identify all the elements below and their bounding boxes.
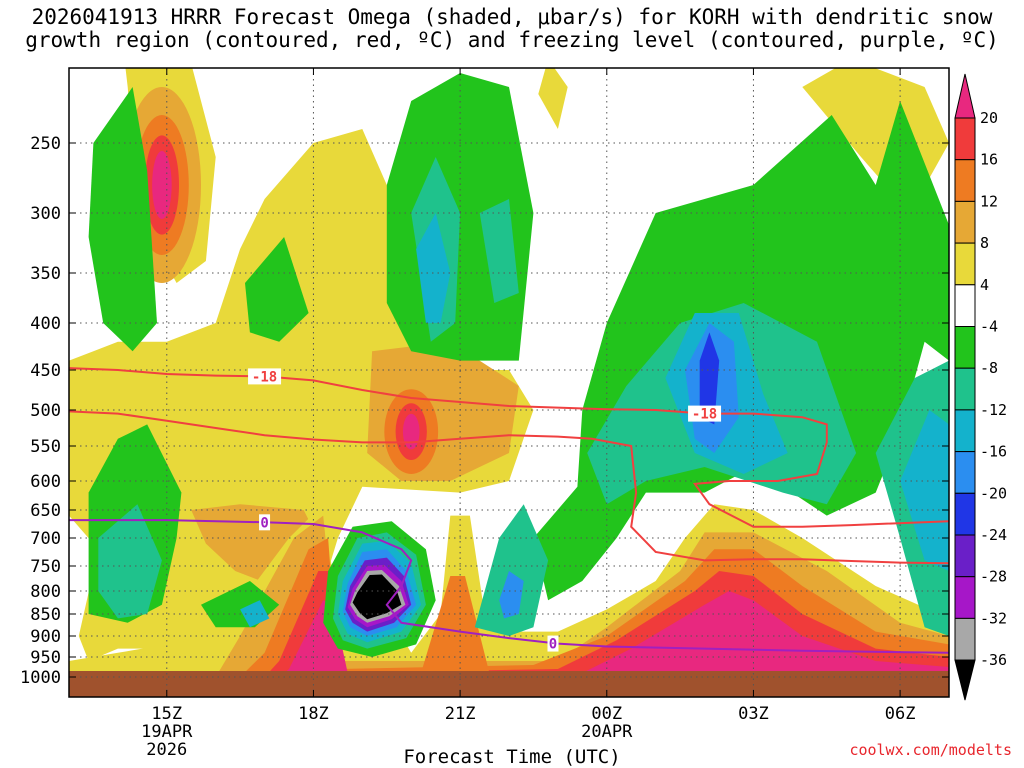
omega-max-upper-20 [152, 151, 172, 219]
grid-lines [69, 68, 949, 697]
contour-label-bg [547, 635, 559, 652]
colorbar-swatch [954, 409, 976, 453]
omega-rise-lower-20 [279, 591, 949, 677]
y-tick-label: 300 [30, 204, 61, 224]
colorbar-label: 20 [980, 109, 998, 127]
omega-sink-right-20 [699, 332, 720, 425]
omega-sink-column-8 [474, 504, 549, 636]
pressure-axis: 2503003504004505005506006507007508008509… [20, 134, 949, 688]
omega-sink-farright-12 [900, 410, 949, 571]
y-tick-label: 800 [30, 582, 61, 602]
y-tick-label: 700 [30, 529, 61, 549]
colorbar-label: -8 [980, 359, 998, 377]
y-tick-label: 850 [30, 605, 61, 625]
contour-label: 0 [260, 515, 268, 531]
colorbar-swatch [954, 117, 976, 161]
x-date-label: 19APR [141, 722, 193, 742]
title-line-2: growth region (contoured, red, ºC) and f… [25, 28, 999, 52]
colorbar-label: -24 [980, 526, 1007, 544]
colorbar-swatch [954, 242, 976, 286]
colorbar-label: 16 [980, 151, 998, 169]
omega-max-mid-20 [402, 413, 420, 450]
chart-title: 2026041913 HRRR Forecast Omega (shaded, … [0, 6, 1024, 52]
colorbar-label: -28 [980, 568, 1007, 586]
colorbar-swatch [954, 659, 976, 701]
y-tick-label: 1000 [20, 668, 61, 688]
contour-label: -18 [692, 407, 717, 423]
omega-sink-upper-12 [416, 213, 451, 323]
omega-sink-small-12 [240, 600, 270, 628]
temperature-contours: -18 -18 0 0 [69, 367, 949, 654]
y-tick-label: 650 [30, 501, 61, 521]
omega-sink-upperleft-4 [88, 87, 157, 352]
contour-label-bg [248, 368, 282, 385]
contour-label: 0 [549, 637, 557, 653]
ground-surface [69, 671, 949, 697]
omega-sink-upper-8b [479, 199, 519, 303]
y-tick-label: 500 [30, 401, 61, 421]
y-tick-label: 350 [30, 264, 61, 284]
y-tick-label: 550 [30, 437, 61, 457]
y-tick-label: 950 [30, 648, 61, 668]
colorbar-swatch [954, 326, 976, 369]
colorbar-swatch [954, 617, 976, 661]
colorbar-swatch [954, 492, 976, 536]
x-tick-label: 03Z [738, 704, 769, 724]
contour-line [69, 519, 949, 654]
y-tick-label: 400 [30, 314, 61, 334]
credit-text[interactable]: coolwx.com/modelts [849, 741, 1012, 759]
colorbar-label: 12 [980, 192, 998, 210]
colorbar-swatch [954, 73, 976, 119]
colorbar-swatch [954, 159, 976, 202]
omega-rise-left-4 [69, 129, 534, 661]
colorbar-label: -16 [980, 443, 1007, 461]
omega-sink-column-16 [499, 571, 524, 619]
contour-label: -18 [252, 369, 277, 385]
plot-frame [68, 67, 950, 698]
contour-line [69, 410, 949, 565]
colorbar-label: 8 [980, 234, 989, 252]
y-tick-label: 600 [30, 472, 61, 492]
contour-label-bg [688, 405, 722, 422]
x-date-label: 20APR [581, 722, 633, 742]
y-tick-label: 900 [30, 627, 61, 647]
omega-sink-blob-4 [245, 237, 309, 342]
x-tick-label: 21Z [445, 704, 476, 724]
x-year-label: 2026 [146, 740, 187, 760]
x-tick-label: 18Z [298, 704, 329, 724]
x-tick-label: 06Z [885, 704, 916, 724]
x-axis-title: Forecast Time (UTC) [403, 746, 621, 768]
colorbar-swatch [954, 534, 976, 578]
colorbar-swatch [954, 284, 976, 327]
colorbar-label: -4 [980, 318, 998, 336]
omega-sink-lowleft-8 [98, 504, 162, 619]
colorbar-label: -12 [980, 401, 1007, 419]
colorbar-label: -20 [980, 484, 1007, 502]
contour-label-bg [259, 514, 271, 531]
y-tick-label: 750 [30, 557, 61, 577]
x-tick-label: 15Z [151, 704, 182, 724]
colorbar-label: -32 [980, 609, 1007, 627]
omega-shading [69, 68, 949, 697]
y-tick-label: 250 [30, 134, 61, 154]
colorbar-swatch [954, 367, 976, 411]
x-tick-label: 00Z [591, 704, 622, 724]
colorbar-label: 4 [980, 276, 989, 294]
colorbar-swatch [954, 576, 976, 619]
colorbar-label: -36 [980, 651, 1007, 669]
y-tick-label: 450 [30, 361, 61, 381]
omega-rise-topmid-4 [538, 68, 568, 129]
colorbar-swatch [954, 451, 976, 494]
omega-rise-spike-12 [421, 576, 490, 673]
colorbar-swatch [954, 200, 976, 244]
title-line-1: 2026041913 HRRR Forecast Omega (shaded, … [31, 5, 993, 29]
colorbar: 20 16 12 8 4 -4 -8 -12 -16 -20 -24 -28 -32 -36 [954, 73, 1007, 701]
